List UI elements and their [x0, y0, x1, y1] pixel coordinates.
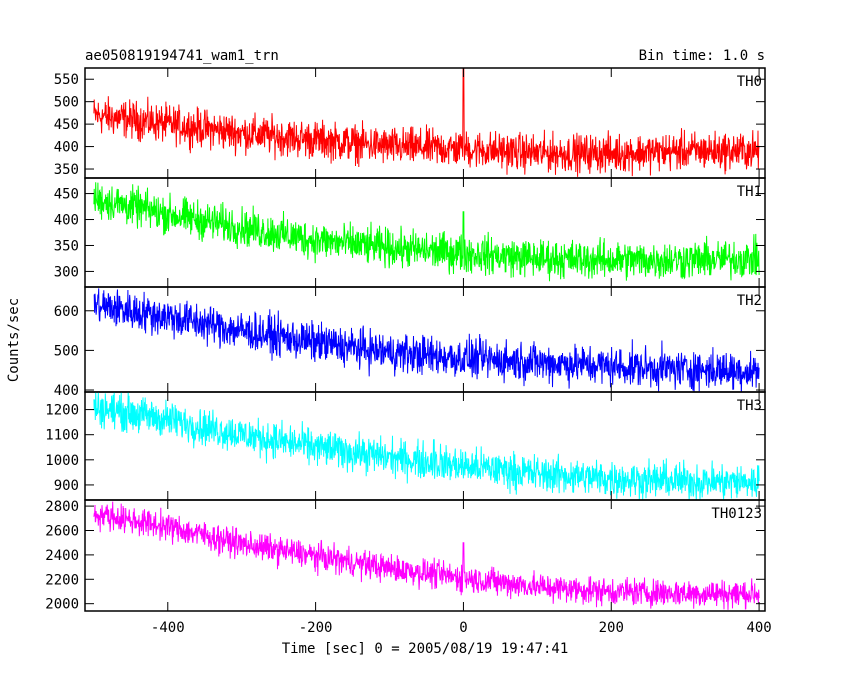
- series-line-th0: [93, 68, 760, 177]
- y-tick-label: 350: [54, 162, 79, 178]
- y-tick-label: 400: [54, 213, 79, 229]
- x-tick-label: 200: [599, 620, 624, 636]
- y-tick-label: 600: [54, 304, 79, 320]
- series-line-th2: [93, 288, 760, 392]
- y-tick-label: 1100: [45, 428, 79, 444]
- series-line-th3: [93, 392, 760, 500]
- panels: 350 400 450 500 550 TH0 300 350 400 450 TH1 400 500 6…: [45, 67, 766, 613]
- panel-th0: 350 400 450 500 550 TH0: [54, 67, 766, 179]
- y-tick-label: 2800: [45, 499, 79, 515]
- x-axis-ticks: -400 -200 0 200 400: [151, 620, 772, 636]
- y-tick-label: 900: [54, 478, 79, 494]
- y-tick-label: 350: [54, 238, 79, 254]
- panel-label: TH3: [737, 398, 762, 414]
- y-tick-label: 2000: [45, 597, 79, 613]
- y-tick-label: 2200: [45, 572, 79, 588]
- y-tick-label: 1000: [45, 453, 79, 469]
- x-tick-label: 400: [746, 620, 771, 636]
- series-line-th0123: [93, 501, 760, 610]
- panel-frame: [84, 499, 766, 612]
- panel-th0123: 2000 2200 2400 2600 2800 TH0123: [45, 499, 766, 613]
- x-axis-label: Time [sec] 0 = 2005/08/19 19:47:41: [282, 641, 569, 657]
- y-tick-label: 500: [54, 95, 79, 111]
- y-tick-label: 2400: [45, 548, 79, 564]
- y-tick-label: 400: [54, 140, 79, 156]
- series-line-th1: [93, 182, 760, 282]
- y-tick-label: 2600: [45, 523, 79, 539]
- panel-th2: 400 500 600 TH2: [54, 286, 766, 399]
- panel-label: TH1: [737, 184, 762, 200]
- x-tick-label: 0: [459, 620, 467, 636]
- chart-subtitle: Bin time: 1.0 s: [639, 48, 765, 64]
- panel-th3: 900 1000 1100 1200 TH3: [45, 391, 766, 501]
- y-tick-label: 400: [54, 383, 79, 399]
- y-tick-label: 1200: [45, 403, 79, 419]
- y-tick-label: 550: [54, 72, 79, 88]
- x-tick-label: -200: [299, 620, 333, 636]
- y-axis-label: Counts/sec: [6, 298, 22, 382]
- panel-th1: 300 350 400 450 TH1: [54, 177, 766, 288]
- y-tick-label: 300: [54, 264, 79, 280]
- y-tick-label: 450: [54, 117, 79, 133]
- chart-title: ae050819194741_wam1_trn: [85, 48, 279, 64]
- x-tick-label: -400: [151, 620, 185, 636]
- y-tick-label: 450: [54, 187, 79, 203]
- panel-label: TH0123: [711, 506, 762, 522]
- panel-label: TH0: [737, 74, 762, 90]
- panel-label: TH2: [737, 293, 762, 309]
- y-tick-label: 500: [54, 343, 79, 359]
